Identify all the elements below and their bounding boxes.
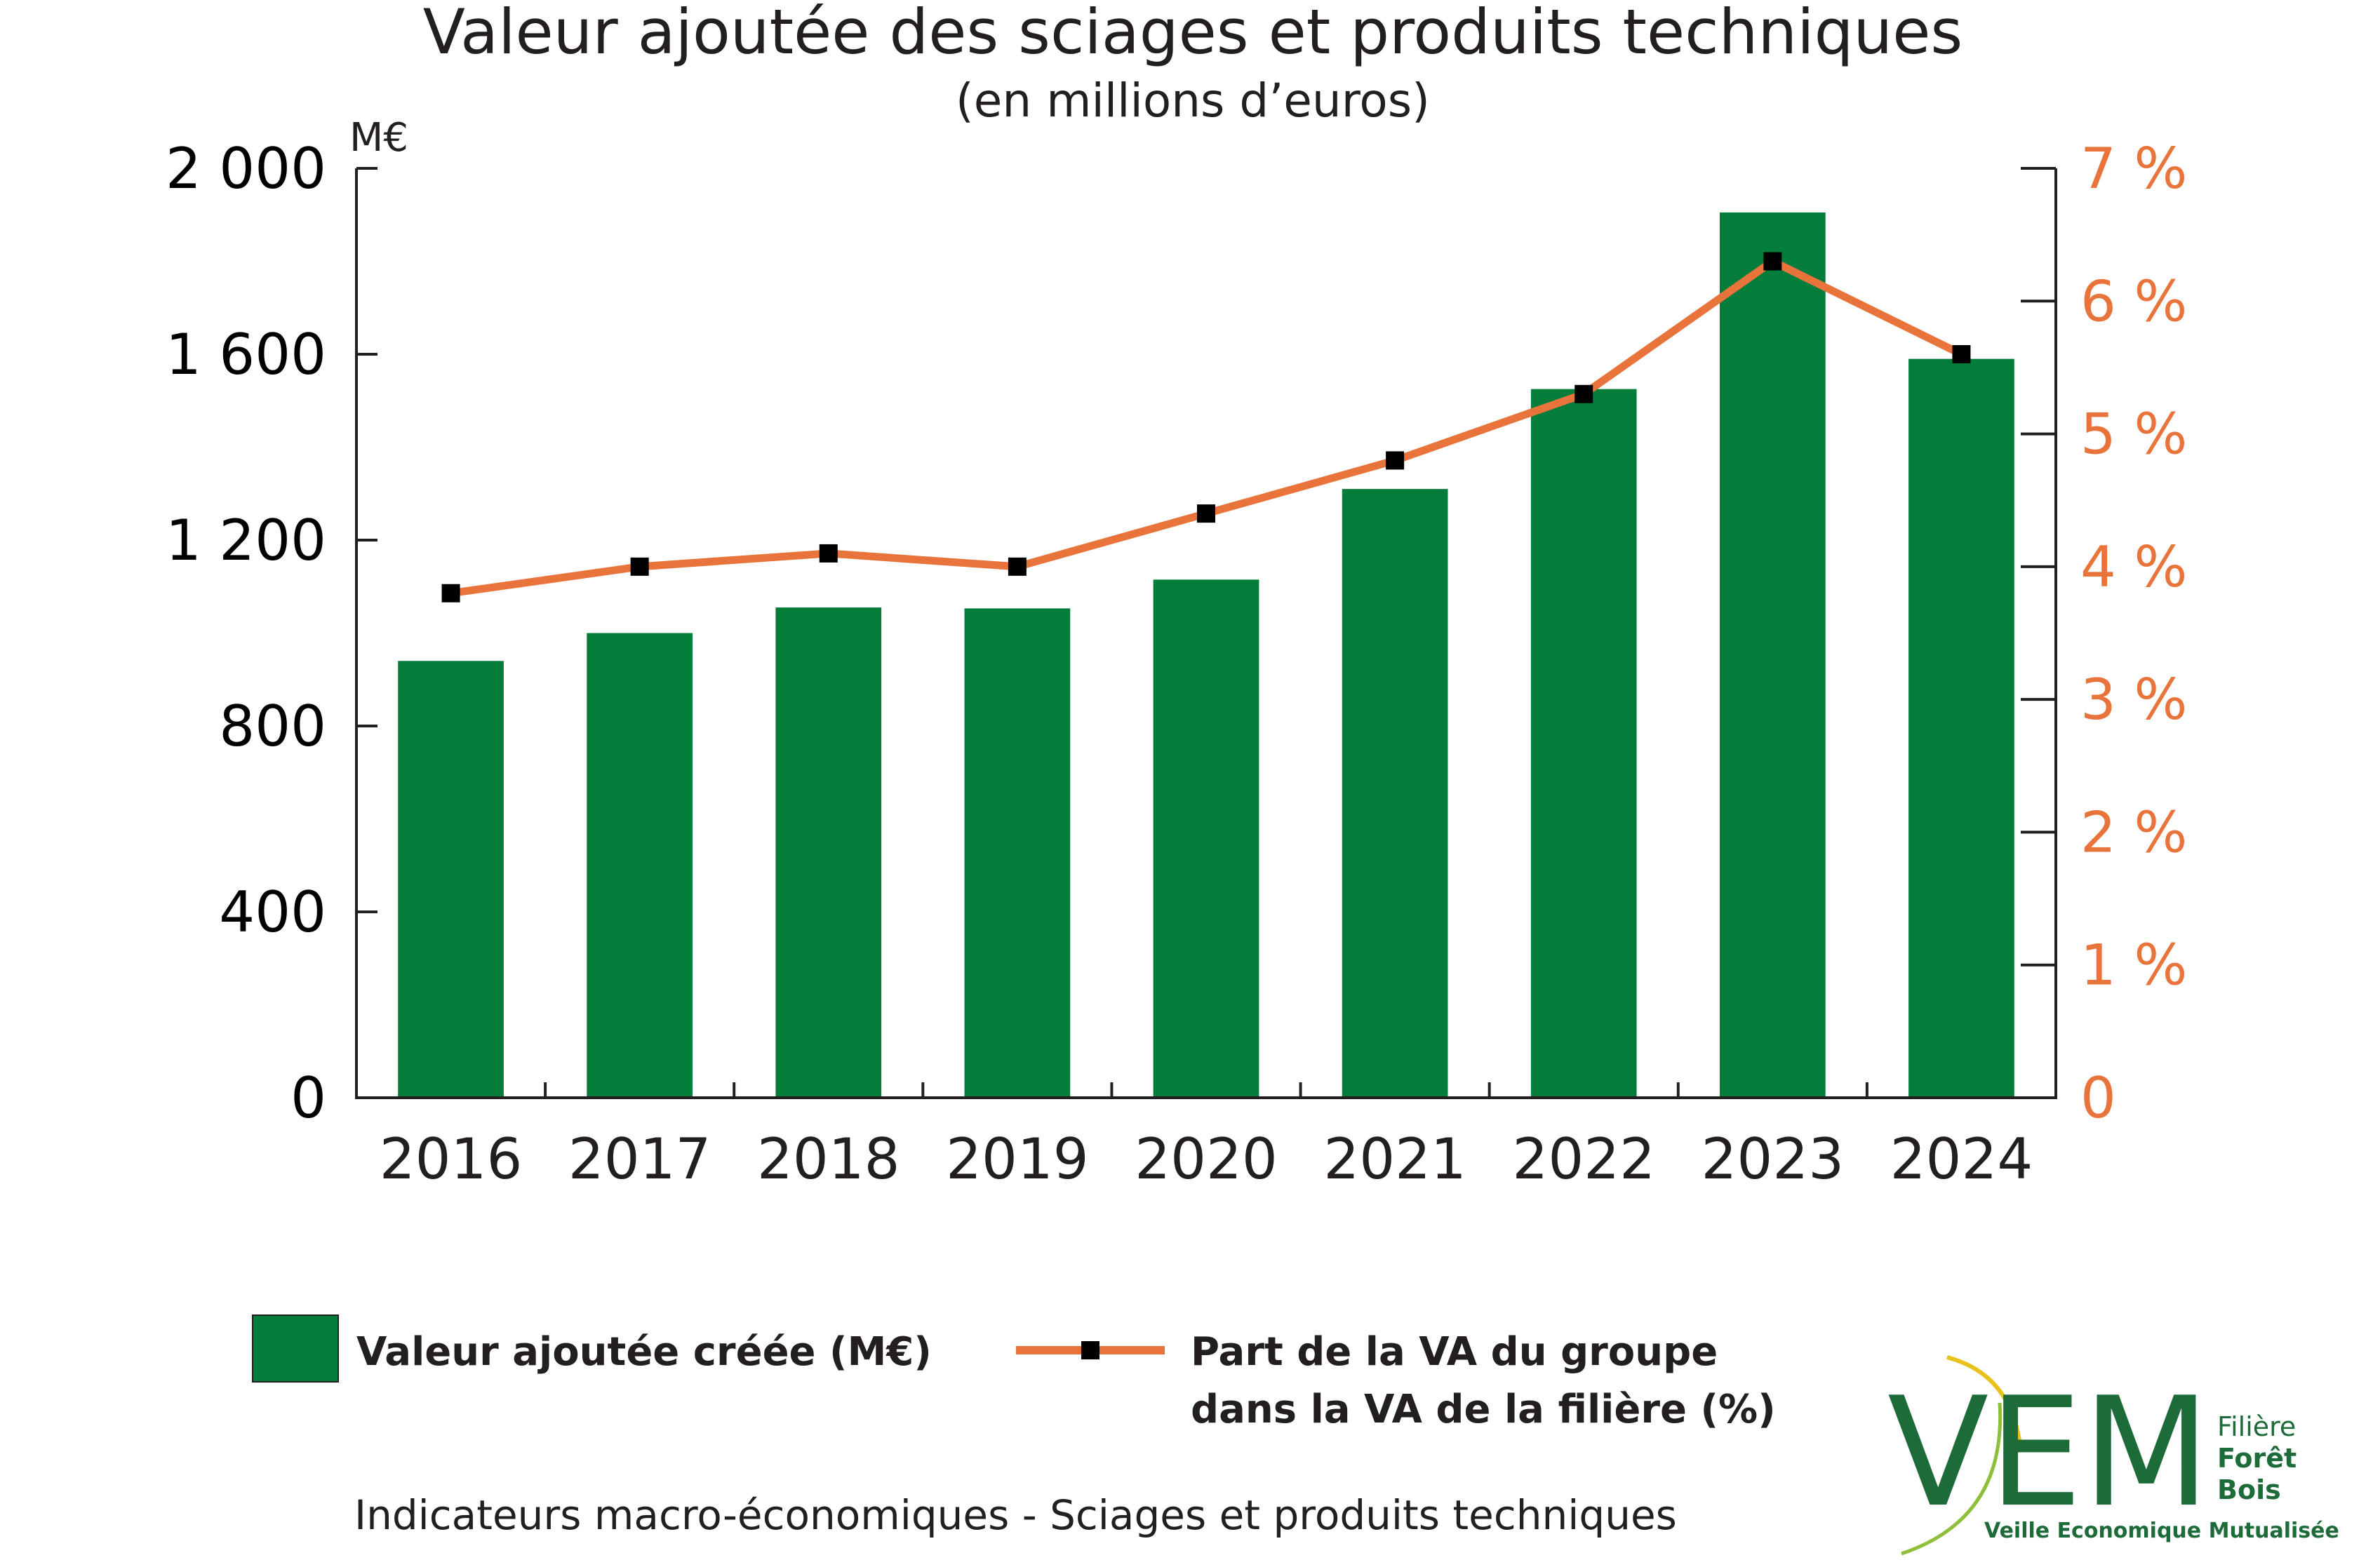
y-tick-label: 800 [219, 694, 326, 759]
line-marker-2017 [630, 557, 649, 576]
bar-2020 [1153, 579, 1259, 1098]
bar-2017 [587, 633, 693, 1098]
axes-group [355, 167, 2057, 1099]
x-tick-label: 2016 [380, 1127, 523, 1192]
line-marker-2019 [1008, 557, 1027, 576]
y-tick-label: 2 000 [166, 136, 326, 201]
line-marker-2022 [1575, 384, 1593, 403]
line-marker-2020 [1197, 504, 1215, 523]
footer-text: Indicateurs macro-économiques - Sciages … [354, 1491, 1677, 1539]
x-tick-label: 2024 [1890, 1127, 2033, 1192]
legend-line-label-2: dans la VA de la filière (%) [1191, 1387, 1776, 1432]
right-tick-labels: 0 1 % 2 % 3 % 4 % 5 % 6 % 7 % [2080, 136, 2187, 1131]
chart-title: Valeur ajoutée des sciages et produits t… [423, 0, 1963, 68]
line-marker-2024 [1952, 345, 1971, 363]
y2-tick-label: 7 % [2080, 136, 2187, 201]
x-tick-label: 2019 [946, 1127, 1089, 1192]
y-tick-label: 1 600 [166, 322, 326, 387]
x-tick-label: 2018 [757, 1127, 900, 1192]
legend-bar-label: Valeur ajoutée créée (M€) [356, 1329, 932, 1375]
x-tick-label: 2022 [1512, 1127, 1655, 1192]
y2-tick-label: 2 % [2080, 800, 2187, 865]
x-tick-label: 2023 [1702, 1127, 1845, 1192]
x-tick-label: 2017 [568, 1127, 711, 1192]
bar-2022 [1530, 389, 1637, 1098]
logo-line2: Forêt [2217, 1443, 2297, 1474]
legend-bar-swatch [252, 1314, 339, 1383]
vem-logo: VEM Filière Forêt Bois Veille Economique… [1887, 1355, 2339, 1556]
line-marker-2016 [441, 584, 460, 603]
y2-tick-label: 4 % [2080, 534, 2187, 600]
logo-green-arc [1901, 1402, 2003, 1556]
y-tick-label: 0 [290, 1065, 326, 1131]
logo-line3: Bois [2217, 1474, 2281, 1505]
x-tick-labels: 2016 2017 2018 2019 2020 2021 2022 2023 2024 [380, 1127, 2033, 1192]
bar-2018 [775, 607, 882, 1098]
line-marker-2021 [1386, 451, 1405, 470]
logo-yellow-arc [1946, 1355, 2023, 1453]
line-series-group [441, 252, 1971, 603]
left-tick-labels: 0 400 800 1 200 1 600 2 000 [166, 136, 326, 1131]
bar-2019 [964, 608, 1071, 1098]
y-tick-label: 400 [219, 880, 326, 945]
logo-letters: VEM [1887, 1364, 2210, 1540]
logo-tagline: Veille Economique Mutualisée [1984, 1519, 2339, 1543]
x-tick-label: 2020 [1135, 1127, 1278, 1192]
y2-tick-label: 1 % [2080, 933, 2187, 998]
y2-tick-label: 3 % [2080, 667, 2187, 732]
bars-group [398, 212, 2014, 1098]
y2-tick-label: 5 % [2080, 402, 2187, 467]
legend: Valeur ajoutée créée (M€) Part de la VA … [252, 1314, 1776, 1432]
logo-line1: Filière [2217, 1411, 2296, 1442]
bar-2023 [1719, 212, 1826, 1098]
y-tick-label: 1 200 [166, 508, 326, 573]
bar-2016 [398, 661, 504, 1098]
chart-subtitle: (en millions d’euros) [956, 74, 1430, 128]
legend-line-label-1: Part de la VA du groupe [1191, 1329, 1718, 1375]
bar-2024 [1908, 358, 2014, 1098]
y2-tick-label: 0 [2080, 1065, 2116, 1131]
y-axis-unit: M€ [349, 115, 408, 161]
legend-line-marker [1081, 1341, 1099, 1359]
line-marker-2018 [819, 544, 838, 563]
y2-tick-label: 6 % [2080, 269, 2187, 334]
line-marker-2023 [1763, 252, 1782, 271]
bar-2021 [1342, 489, 1448, 1098]
x-tick-label: 2021 [1323, 1127, 1466, 1192]
